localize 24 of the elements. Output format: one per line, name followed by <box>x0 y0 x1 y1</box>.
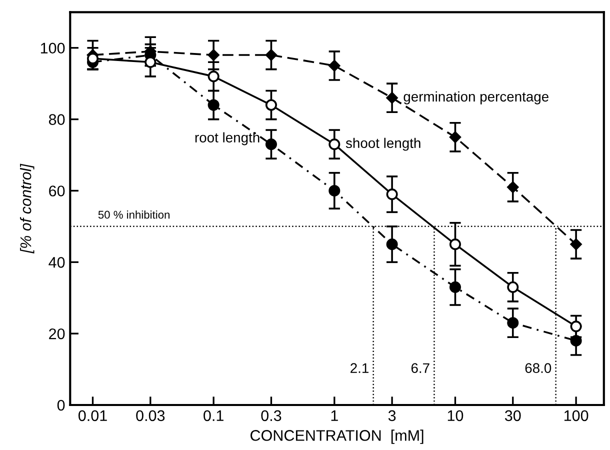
y-axis-title: [% of control] <box>20 164 34 254</box>
series-label: root length <box>195 132 260 146</box>
x-tick-label: 10 <box>448 410 464 422</box>
y-tick-label: 40 <box>48 257 65 268</box>
series-label: germination percentage <box>404 91 548 104</box>
x-tick-label: 100 <box>564 410 588 422</box>
y-tick-label: 80 <box>48 114 65 125</box>
y-tick-label: 0 <box>57 400 65 411</box>
ref-line-label: 50 % inhibition <box>98 210 170 219</box>
series-label: shoot length <box>346 138 420 151</box>
ref-line-label: 6.7 <box>411 363 430 374</box>
y-tick-label: 20 <box>49 328 65 340</box>
ref-line-label: 68.0 <box>525 363 552 374</box>
x-tick-label: 30 <box>504 410 521 422</box>
y-tick-label: 100 <box>40 42 65 54</box>
x-tick-label: 3 <box>388 410 396 422</box>
x-tick-label: 0.3 <box>261 410 282 422</box>
x-axis-title: CONCENTRATION [mM] <box>250 430 424 444</box>
x-tick-label: 1 <box>331 410 338 421</box>
x-tick-label: 0.01 <box>78 410 107 422</box>
x-tick-label: 0.1 <box>204 410 224 422</box>
x-tick-label: 0.03 <box>136 410 165 422</box>
ref-line-label: 2.1 <box>350 363 368 373</box>
y-tick-label: 60 <box>49 186 65 196</box>
